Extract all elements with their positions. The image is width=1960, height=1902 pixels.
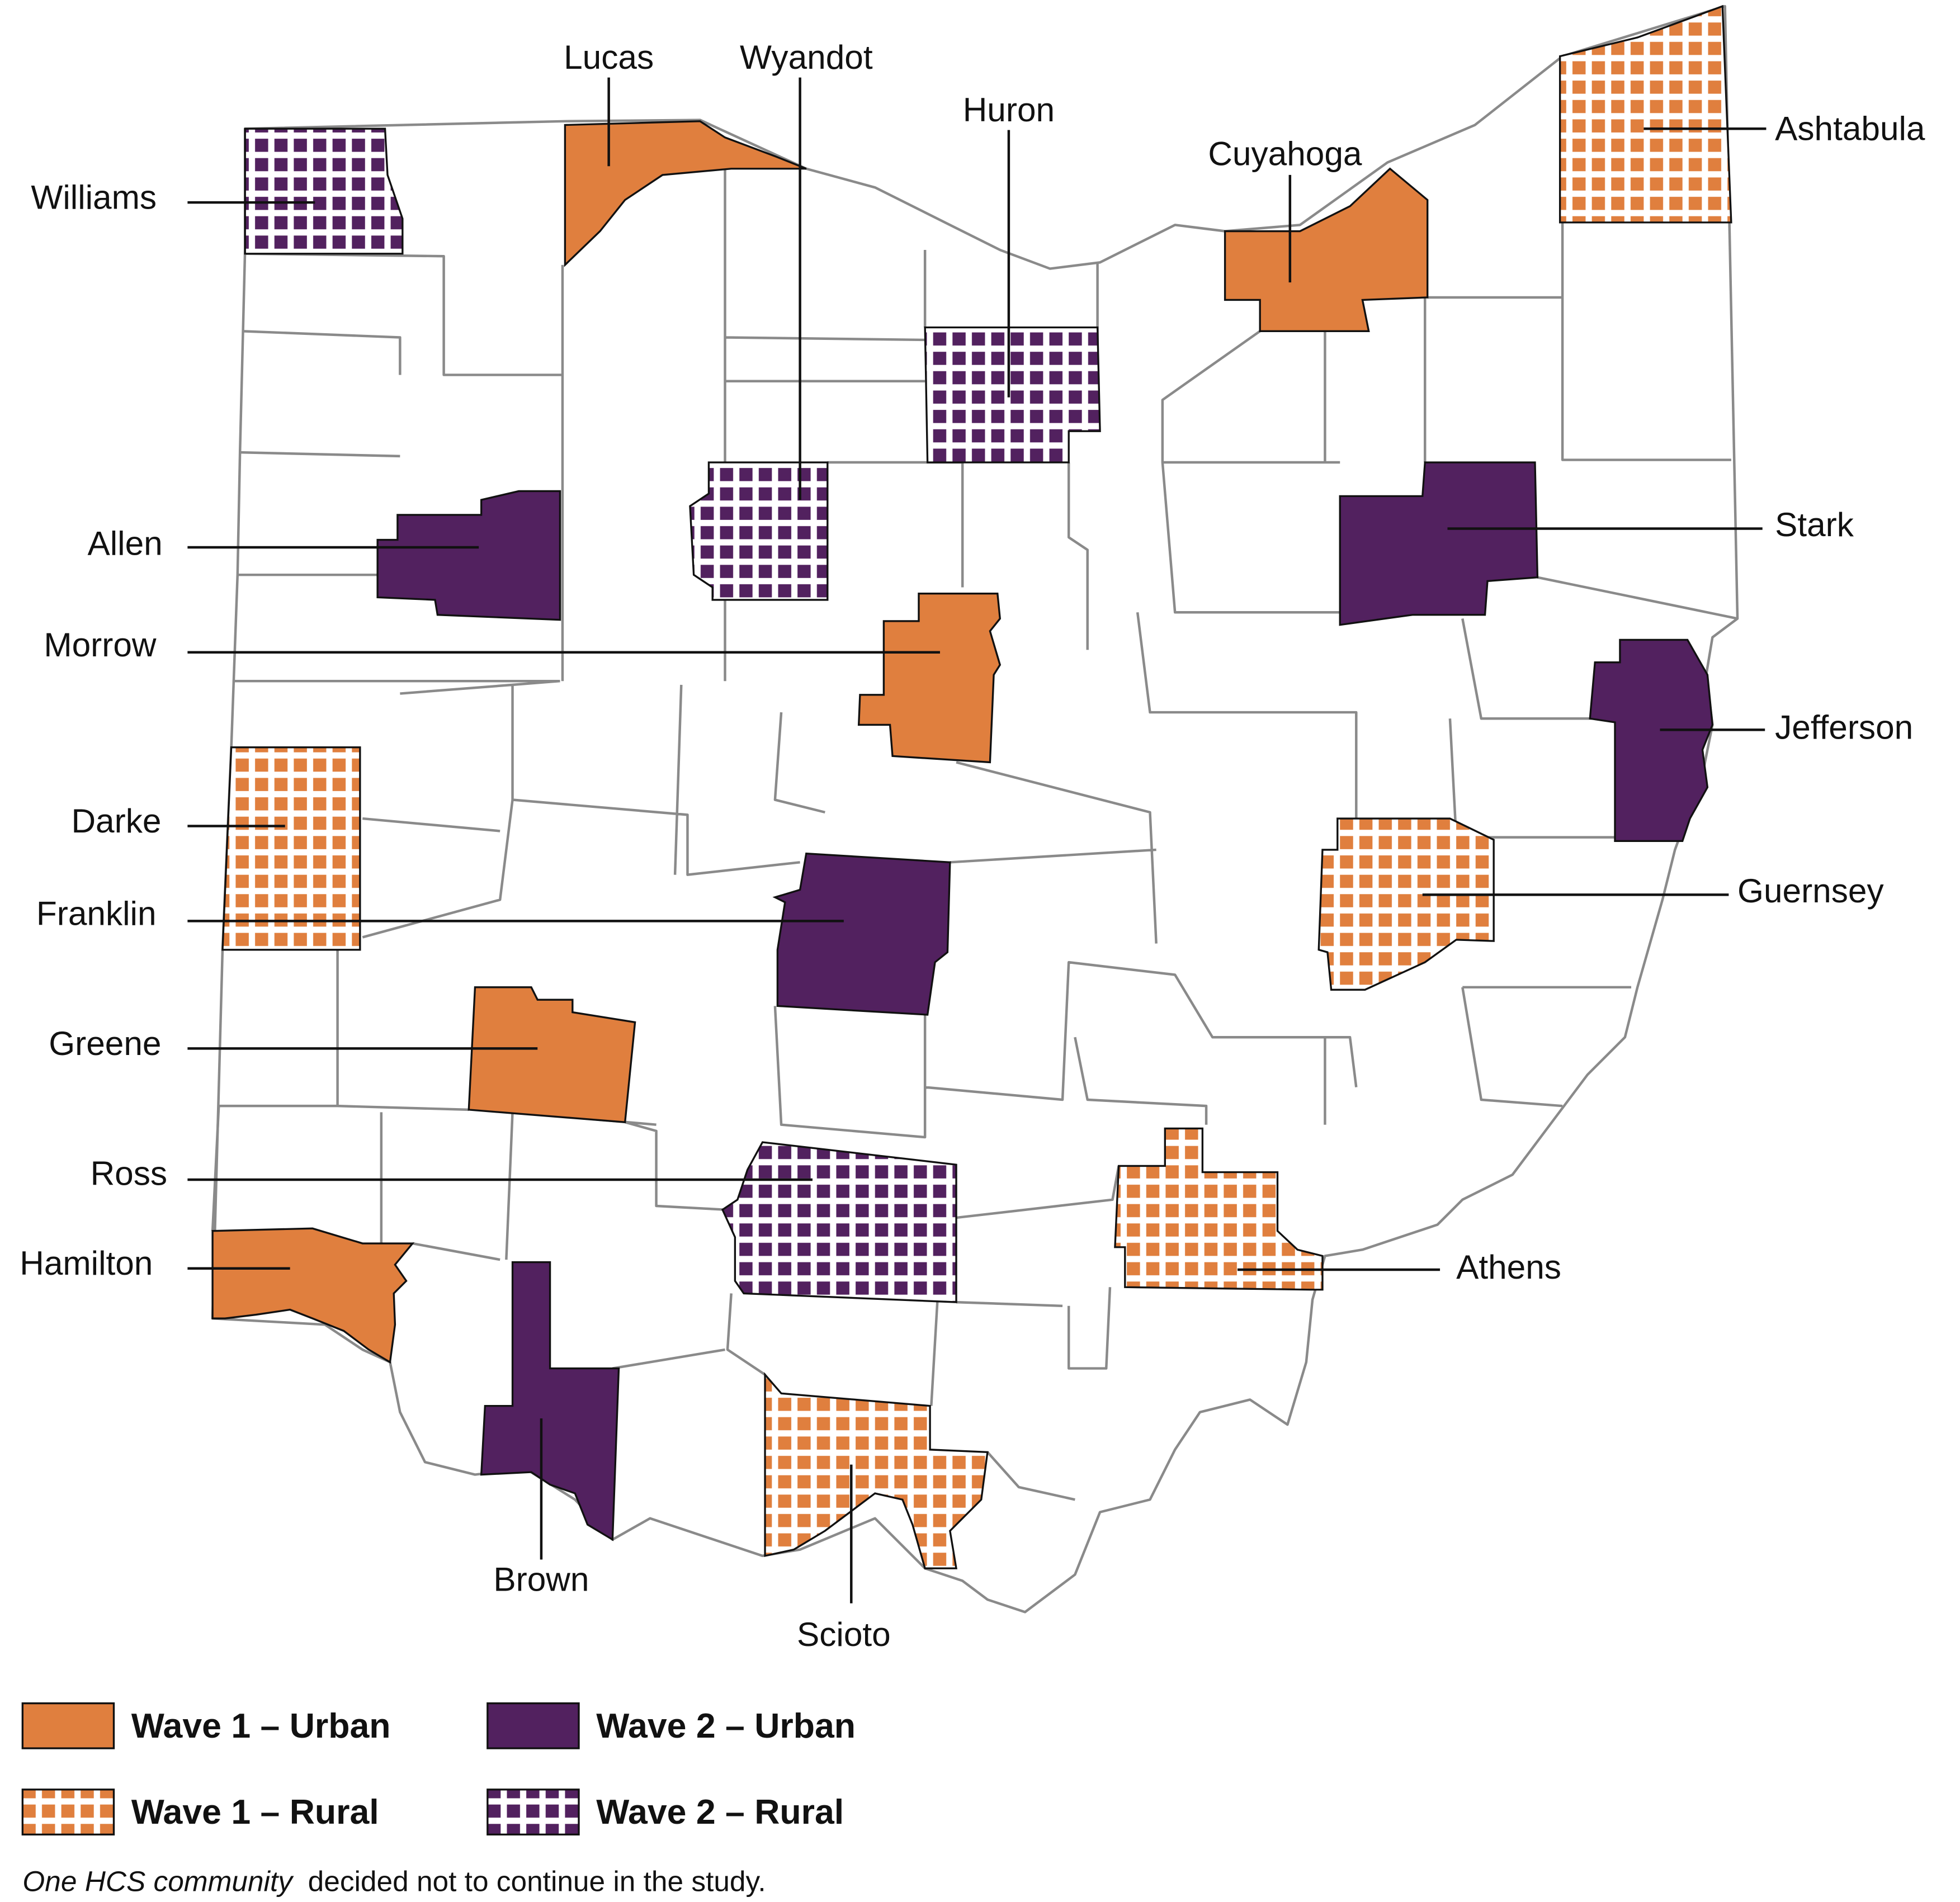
footnote-emphasis: One HCS community [22,1865,294,1897]
county-shape [221,746,361,951]
county-shape [1339,461,1539,626]
legend-swatch [487,1789,580,1835]
county-shape [211,1227,415,1364]
county-shape [480,1261,620,1541]
county-shape [1317,817,1495,991]
footnote-text: decided not to continue in the study. [308,1865,766,1897]
county-shape [1558,4,1732,224]
county-label: Jefferson [1775,708,1913,746]
county-shape [924,326,1101,463]
county-label: Ross [91,1154,167,1192]
legend: Wave 1 – Urban Wave 2 – Urban Wave 1 – Rur… [21,1702,856,1835]
county-label: Stark [1775,505,1854,543]
county-label: Guernsey [1737,872,1884,910]
county-labels: Williams Lucas Wyandot Huron Cuyahoga Ashtabu… [20,38,1925,1653]
legend-label: Wave 1 – Urban [131,1706,391,1745]
county-shape [772,852,951,1016]
county-shape [857,593,1002,764]
county-label: Hamilton [20,1244,153,1282]
county-shape [689,461,829,601]
legend-swatch [487,1702,580,1749]
county-shape [376,490,561,621]
footnote: One HCS community decided not to continu… [22,1865,766,1897]
counties [211,4,1732,1569]
county-label: Franklin [36,894,157,932]
county-shape [1224,167,1429,333]
county-label: Brown [493,1560,589,1598]
legend-label: Wave 2 – Urban [596,1706,856,1745]
county-shape [467,986,636,1124]
county-label: Cuyahoga [1208,134,1362,172]
county-label: Athens [1456,1248,1561,1286]
county-label: Wyandot [740,38,873,76]
legend-label: Wave 1 – Rural [131,1792,379,1832]
county-shape [1114,1127,1324,1291]
county-shape [721,1141,957,1303]
county-shape [764,1372,989,1569]
county-label: Greene [49,1024,161,1062]
county-label: Morrow [44,626,157,664]
legend-swatch [21,1702,115,1749]
state-outline [211,4,1739,1614]
legend-swatch [21,1789,115,1835]
county-label: Darke [71,802,161,840]
county-label: Allen [88,524,163,562]
county-label: Williams [31,178,157,216]
legend-label: Wave 2 – Rural [596,1792,844,1832]
county-label: Huron [963,91,1055,129]
county-shape [1589,638,1714,842]
county-label: Scioto [797,1615,891,1653]
county-label: Lucas [564,38,654,76]
county-shape [564,120,807,267]
county-label: Ashtabula [1775,110,1925,148]
county-shape [244,127,404,255]
